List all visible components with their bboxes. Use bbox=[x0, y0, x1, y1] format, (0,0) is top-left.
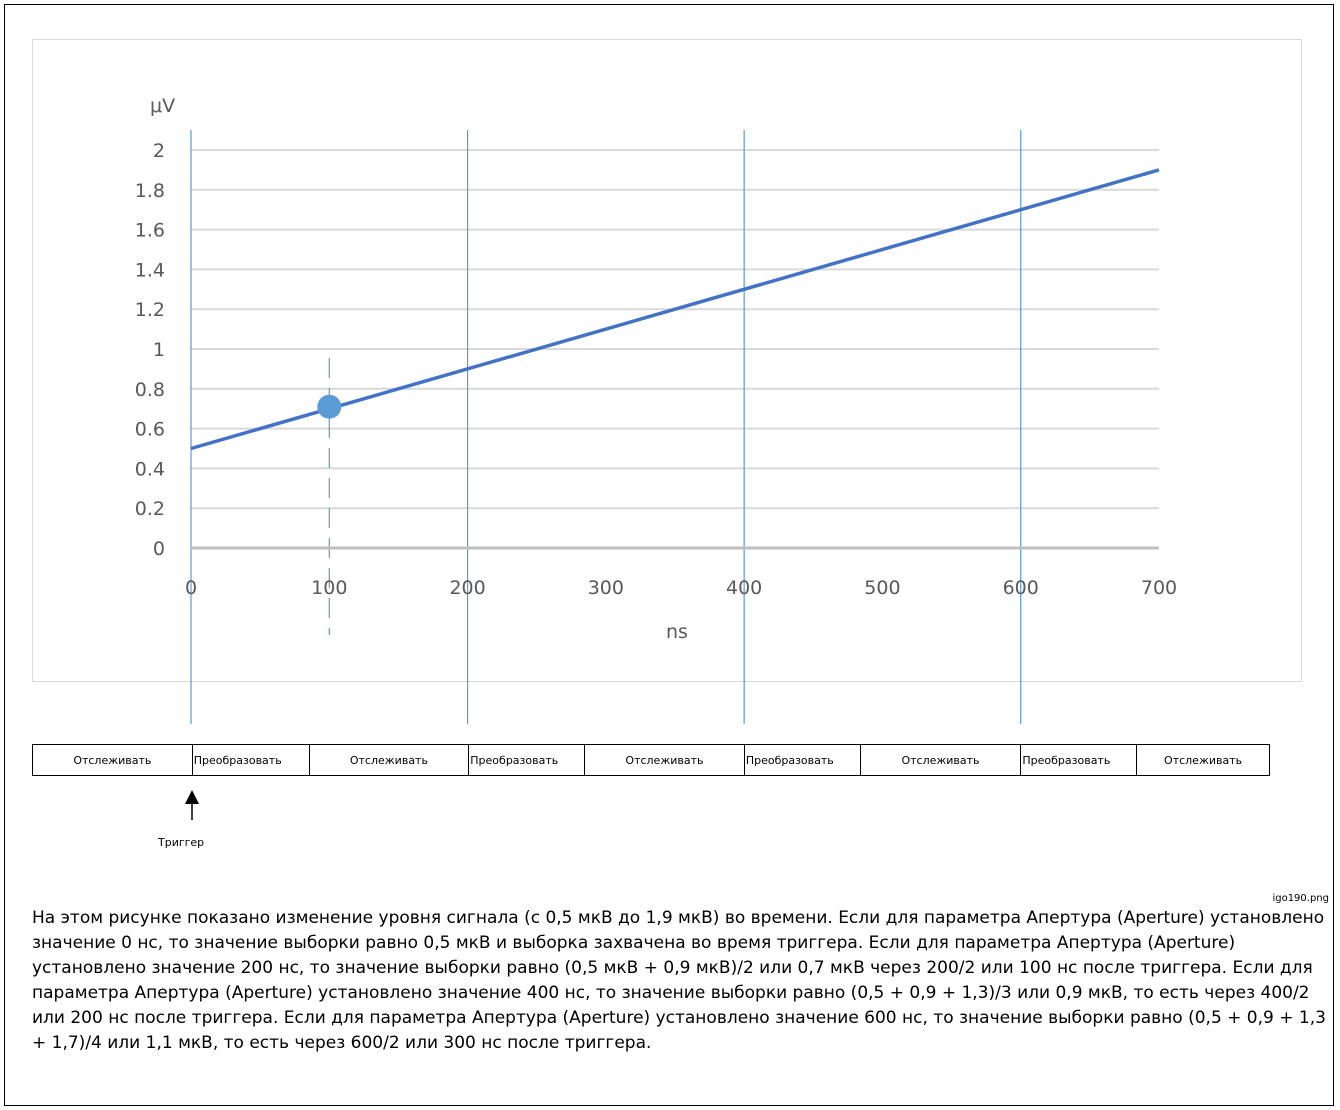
y-tick-label: 0.4 bbox=[135, 458, 165, 480]
x-tick-label: 0 bbox=[185, 577, 197, 599]
phase-track: Отслеживать bbox=[584, 745, 744, 775]
x-tick-label: 500 bbox=[864, 577, 900, 599]
y-tick-label: 1.4 bbox=[135, 259, 165, 281]
phase-convert: Преобразовать bbox=[1020, 745, 1136, 775]
x-tick-label: 100 bbox=[311, 577, 347, 599]
y-tick-label: 0.8 bbox=[135, 379, 165, 401]
phase-track: Отслеживать bbox=[73, 753, 152, 767]
y-tick-label: 1.6 bbox=[135, 220, 165, 242]
phase-timeline: Отслеживать Преобразовать Отслеживать Преоб… bbox=[32, 744, 1270, 776]
y-tick-label: 1 bbox=[153, 339, 165, 361]
x-axis-title: ns bbox=[666, 621, 688, 643]
figure-frame bbox=[4, 4, 1334, 1106]
phase-track: Отслеживать bbox=[859, 745, 1021, 775]
series-line bbox=[190, 168, 1160, 451]
x-tick-label: 300 bbox=[588, 577, 624, 599]
y-tick-label: 0 bbox=[153, 538, 165, 560]
image-filename: igo190.png bbox=[1272, 893, 1329, 904]
y-tick-label: 0.6 bbox=[135, 419, 165, 441]
phase-convert: Преобразовать bbox=[191, 745, 309, 775]
y-tick-label: 0.2 bbox=[135, 498, 165, 520]
phase-track: Отслеживать bbox=[308, 745, 469, 775]
x-tick-label: 700 bbox=[1141, 577, 1177, 599]
chart-svg: 0 0.2 0.4 0.6 0.8 1 1.2 1.4 1.6 1.8 2 0 100 200 300 400… bbox=[135, 95, 1177, 724]
trigger-arrow-icon bbox=[185, 790, 199, 820]
x-tick-label: 400 bbox=[726, 577, 762, 599]
y-tick-label: 1.8 bbox=[135, 180, 165, 202]
figure-caption: На этом рисунке показано изменение уровн… bbox=[32, 908, 1326, 1053]
y-axis-title: μV bbox=[150, 95, 175, 117]
y-tick-label: 1.2 bbox=[135, 299, 165, 321]
y-tick-label: 2 bbox=[153, 140, 165, 162]
phase-convert: Преобразовать bbox=[743, 745, 860, 775]
phase-track: Отслеживать bbox=[1136, 745, 1269, 775]
x-tick-label: 600 bbox=[1003, 577, 1039, 599]
phase-convert: Преобразовать bbox=[468, 745, 584, 775]
chart-area bbox=[32, 39, 1302, 682]
sample-point-marker bbox=[317, 394, 342, 419]
trigger-label: Триггер bbox=[158, 836, 205, 849]
x-tick-label: 200 bbox=[449, 577, 485, 599]
